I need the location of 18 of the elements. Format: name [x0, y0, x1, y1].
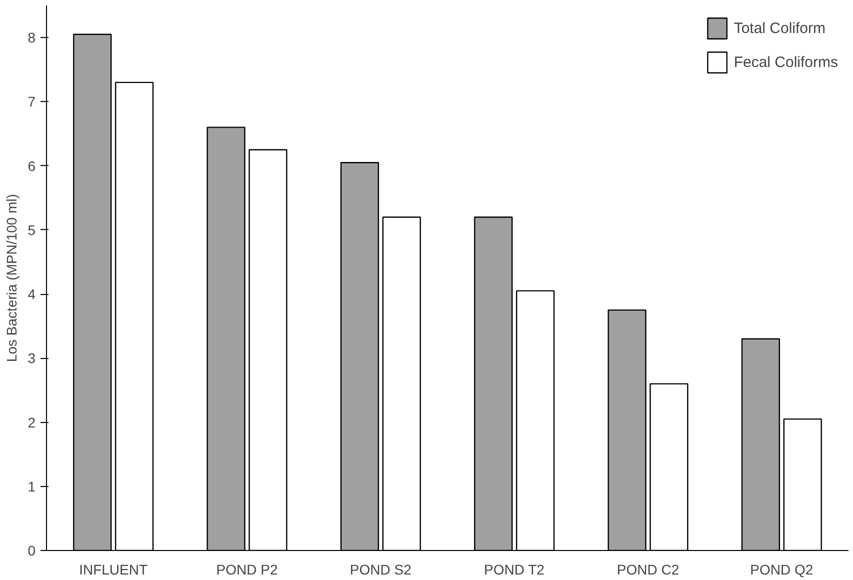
y-tick-label: 6 — [28, 158, 36, 174]
x-tick-label: POND Q2 — [750, 562, 814, 578]
legend-label: Fecal Coliforms — [734, 54, 838, 70]
y-tick-label: 8 — [28, 30, 36, 46]
x-tick-label: POND C2 — [616, 562, 680, 578]
y-tick-label: 3 — [28, 350, 36, 366]
y-tick-label: 4 — [28, 286, 36, 302]
legend-label: Total Coliform — [734, 20, 826, 36]
x-tick-label: POND S2 — [350, 562, 412, 578]
y-tick-label: 5 — [28, 222, 36, 238]
y-tick-label: 7 — [28, 94, 36, 110]
y-axis-title: Los Bacteria (MPN/100 ml) — [4, 194, 20, 362]
x-tick-label: INFLUENT — [79, 562, 148, 578]
y-tick-label: 1 — [28, 478, 36, 494]
y-tick-label: 0 — [28, 542, 36, 558]
y-tick-label: 2 — [28, 414, 36, 430]
x-tick-label: POND P2 — [216, 562, 278, 578]
x-tick-label: POND T2 — [484, 562, 545, 578]
